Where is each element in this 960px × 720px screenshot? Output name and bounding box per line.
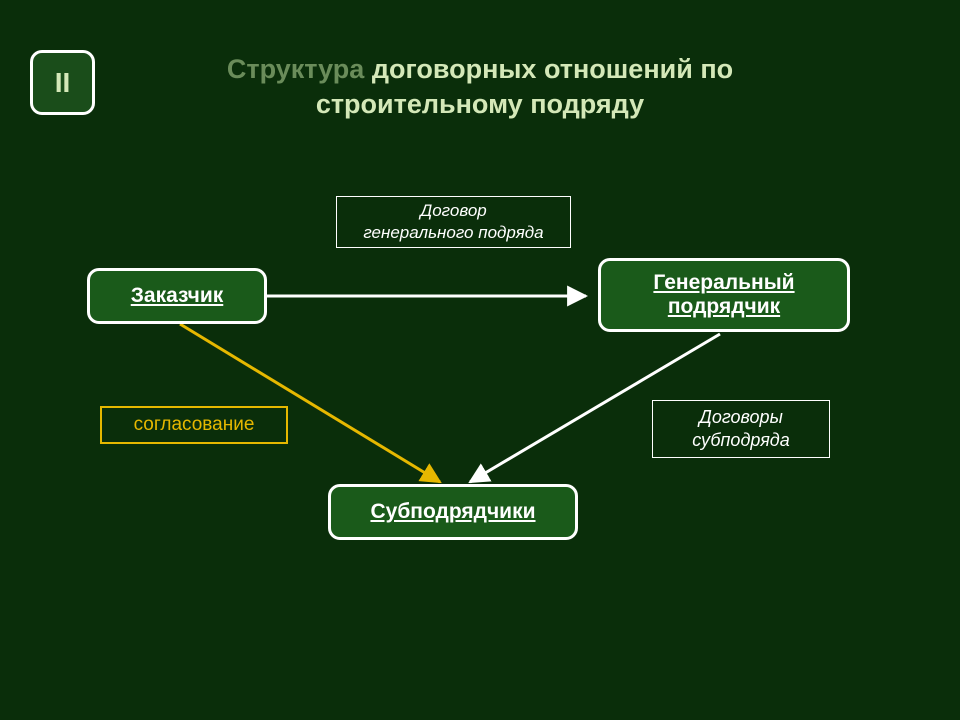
page-title: Структура договорных отношений по строит… — [170, 52, 790, 122]
section-number: II — [55, 67, 71, 99]
title-line-2: строительному подряду — [316, 89, 644, 119]
label-approval: согласование — [100, 406, 288, 444]
node-subcontractors: Субподрядчики — [328, 484, 578, 540]
edge-1 — [180, 324, 440, 482]
label-subcontract_agreements: Договоры субподряда — [652, 400, 830, 458]
title-dim: Структура — [227, 54, 372, 84]
node-general_contractor: Генеральный подрядчик — [598, 258, 850, 332]
node-customer: Заказчик — [87, 268, 267, 324]
section-number-badge: II — [30, 50, 95, 115]
title-line-1: договорных отношений по — [372, 54, 733, 84]
label-general_contract: Договор генерального подряда — [336, 196, 571, 248]
